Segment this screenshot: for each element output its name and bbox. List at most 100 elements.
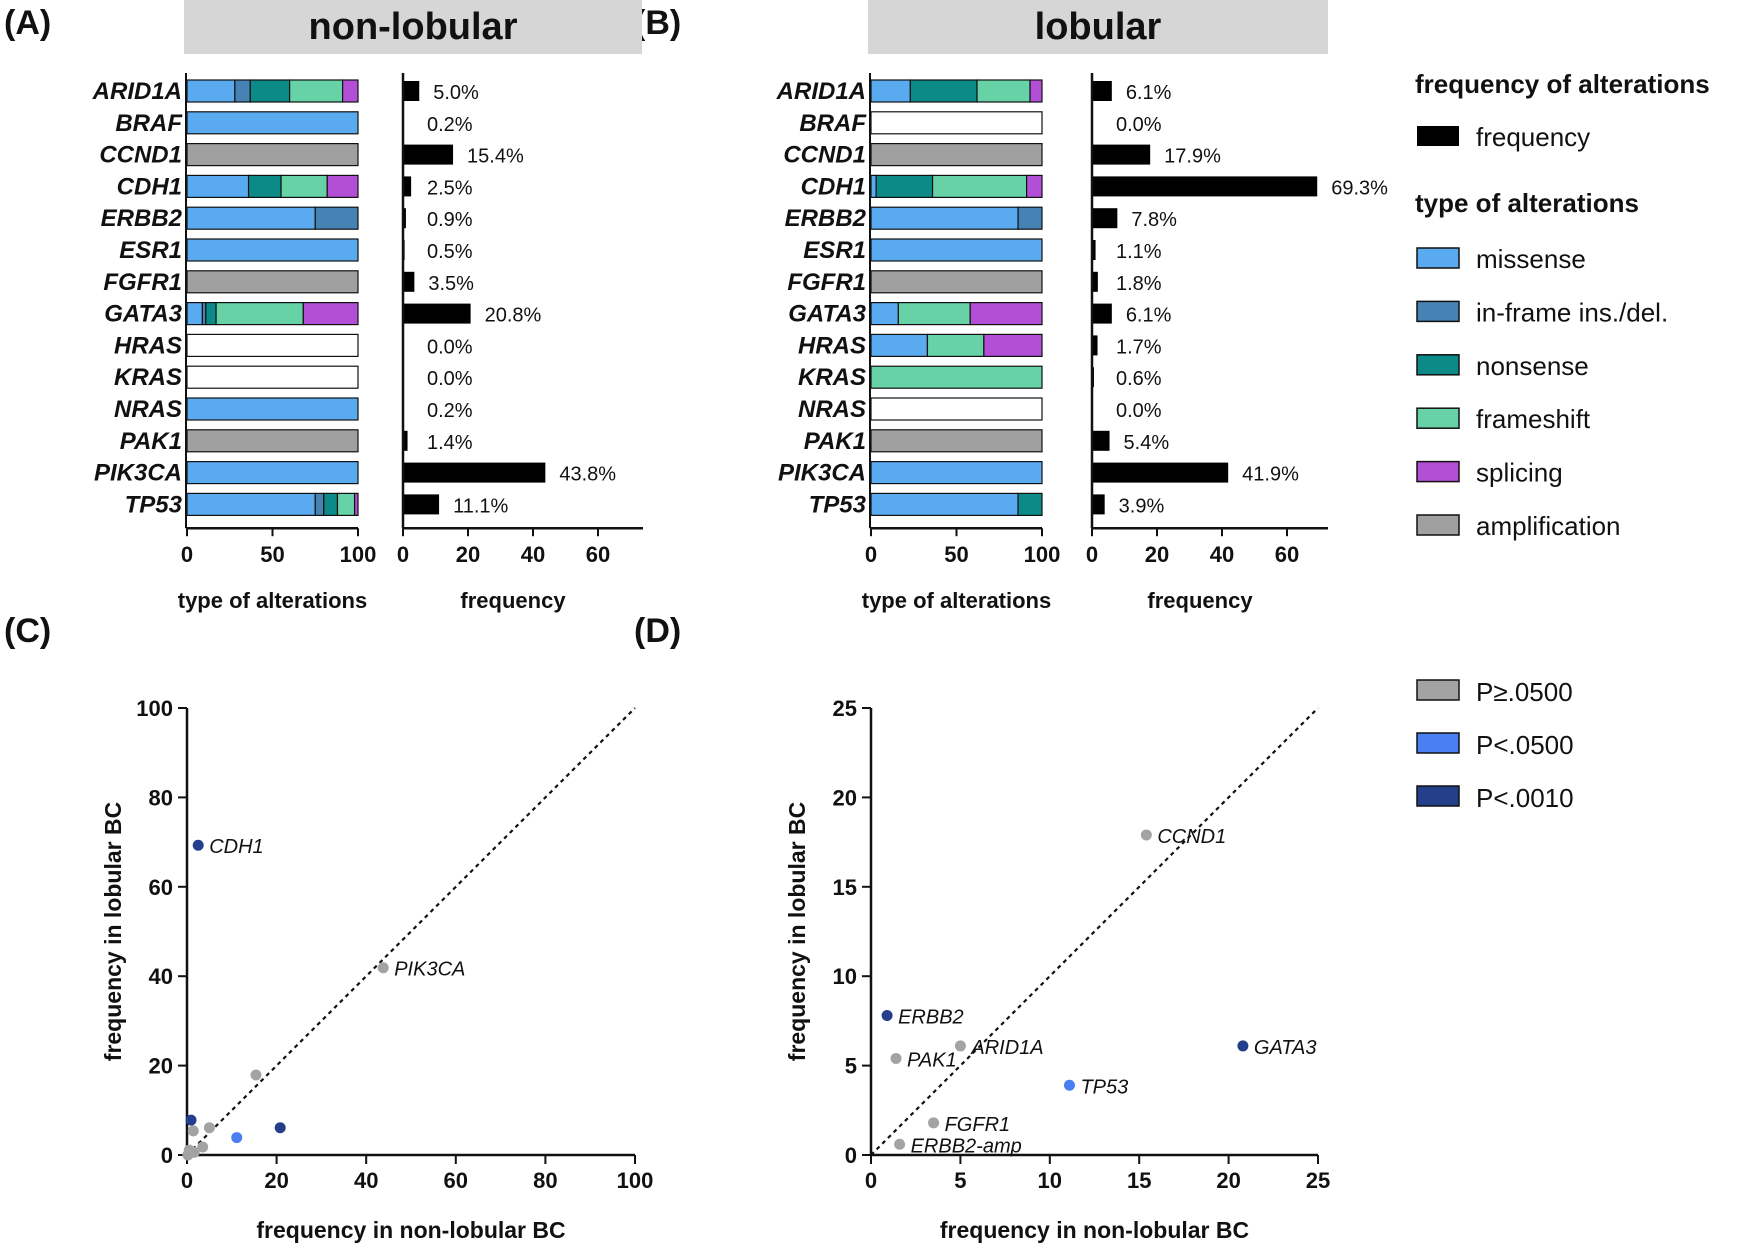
type-segment-splicing [342, 79, 359, 103]
scatter-point [1063, 1079, 1075, 1091]
type-x-axis-title: type of alterations [178, 588, 367, 613]
frequency-bar [1092, 81, 1112, 101]
type-segment-frameshift [931, 174, 1028, 198]
type-segment-splicing [326, 174, 359, 198]
frequency-x-tick-label: 60 [586, 542, 610, 567]
scatter-y-tick-label: 0 [845, 1143, 857, 1168]
type-segment-frameshift [897, 302, 971, 326]
scatter-x-tick-label: 40 [354, 1168, 378, 1193]
legend-frequency-title: frequency of alterations [1415, 69, 1710, 99]
frequency-label: 5.0% [433, 82, 479, 104]
scatter-point-label: PIK3CA [394, 959, 465, 981]
type-segment-missense [870, 79, 911, 103]
frequency-bar [1092, 303, 1112, 324]
scatter-point [250, 1069, 262, 1081]
scatter-y-tick-label: 40 [149, 964, 173, 989]
frequency-label: 0.9% [427, 209, 473, 231]
frequency-bar [403, 494, 440, 515]
type-segment-nonsense [247, 174, 282, 198]
frequency-x-axis-title: frequency [1147, 588, 1253, 613]
type-segment-inframe [1017, 206, 1043, 230]
frequency-label: 0.0% [427, 368, 473, 390]
scatter-point [182, 1149, 194, 1161]
type-segment-missense [186, 397, 359, 421]
scatter-y-tick-label: 80 [149, 785, 173, 810]
type-segment-missense [186, 302, 203, 326]
frequency-label: 0.0% [427, 336, 473, 358]
gene-label-pik3ca: PIK3CA [778, 460, 866, 487]
frequency-label: 6.1% [1126, 82, 1172, 104]
legend-label-splicing: splicing [1476, 458, 1563, 488]
scatter-point-label: ERBB2 [898, 1007, 964, 1029]
type-segment-frameshift [976, 79, 1031, 103]
type-x-tick-label: 0 [181, 542, 193, 567]
scatter-point [1140, 829, 1152, 841]
scatter-x-tick-label: 60 [444, 1168, 468, 1193]
type-segment-splicing [1029, 79, 1043, 103]
gene-label-esr1: ESR1 [803, 237, 866, 264]
scatter-y-tick-label: 15 [833, 875, 857, 900]
type-segment-missense [870, 238, 1043, 262]
gene-label-pak1: PAK1 [804, 428, 866, 455]
scatter-x-tick-label: 25 [1306, 1168, 1330, 1193]
type-segment-amplification [870, 143, 1043, 167]
type-segment-missense [870, 174, 877, 198]
legend-frequency-label: frequency [1476, 122, 1590, 152]
legend-swatch-nonsense [1416, 354, 1460, 376]
frequency-label: 69.3% [1331, 177, 1388, 199]
type-x-tick-label: 100 [340, 542, 377, 567]
frequency-label: 1.7% [1116, 336, 1162, 358]
frequency-label: 43.8% [559, 464, 616, 486]
type-segment-amplification [870, 429, 1043, 453]
frequency-bar [1092, 430, 1110, 451]
gene-label-pak1: PAK1 [120, 428, 182, 455]
scatter-x-tick-label: 80 [533, 1168, 557, 1193]
frequency-label: 41.9% [1242, 464, 1299, 486]
legend-label-p_ns: P≥.0500 [1476, 677, 1573, 707]
frequency-label: 15.4% [467, 146, 524, 168]
gene-label-gata3: GATA3 [788, 301, 866, 328]
gene-label-ccnd1: CCND1 [99, 142, 182, 169]
type-segment-nonsense [205, 302, 217, 326]
gene-label-nras: NRAS [114, 396, 182, 423]
header-lobular: lobular [868, 0, 1328, 54]
type-segment-missense [870, 461, 1043, 485]
gene-label-gata3: GATA3 [104, 301, 182, 328]
scatter-point-label: GATA3 [1254, 1037, 1317, 1059]
scatter-y-tick-label: 5 [845, 1054, 857, 1079]
frequency-bar [1092, 208, 1118, 229]
frequency-label: 0.6% [1116, 368, 1162, 390]
type-segment-inframe [234, 79, 251, 103]
type-segment-missense [186, 79, 236, 103]
scatter-point [185, 1114, 197, 1126]
frequency-bar [1092, 271, 1098, 292]
scatter-x-tick-label: 5 [954, 1168, 966, 1193]
type-x-tick-label: 50 [260, 542, 284, 567]
gene-label-kras: KRAS [114, 364, 182, 391]
scatter-point-label: FGFR1 [945, 1114, 1011, 1136]
frequency-bar [403, 144, 454, 165]
frequency-bar [1092, 335, 1098, 356]
frequency-label: 0.5% [427, 241, 473, 263]
gene-label-kras: KRAS [798, 364, 866, 391]
type-x-tick-label: 100 [1024, 542, 1061, 567]
type-segment-none [870, 397, 1043, 421]
legend-label-frameshift: frameshift [1476, 404, 1591, 434]
gene-label-esr1: ESR1 [119, 237, 182, 264]
gene-label-erbb2: ERBB2 [101, 205, 183, 232]
scatter-x-tick-label: 20 [264, 1168, 288, 1193]
type-segment-nonsense [1017, 492, 1043, 516]
gene-label-hras: HRAS [798, 332, 866, 359]
legend-swatch-p_001 [1416, 785, 1460, 807]
gene-label-arid1a: ARID1A [92, 78, 182, 105]
scatter-y-tick-label: 60 [149, 875, 173, 900]
gene-label-arid1a: ARID1A [776, 78, 866, 105]
frequency-bar [403, 462, 546, 483]
gene-label-tp53: TP53 [125, 491, 183, 518]
type-segment-frameshift [289, 79, 344, 103]
type-segment-none [870, 111, 1043, 135]
gene-label-ccnd1: CCND1 [783, 142, 866, 169]
identity-diagonal-line [870, 707, 1319, 1156]
frequency-bar [1092, 462, 1229, 483]
frequency-label: 3.9% [1119, 495, 1165, 517]
